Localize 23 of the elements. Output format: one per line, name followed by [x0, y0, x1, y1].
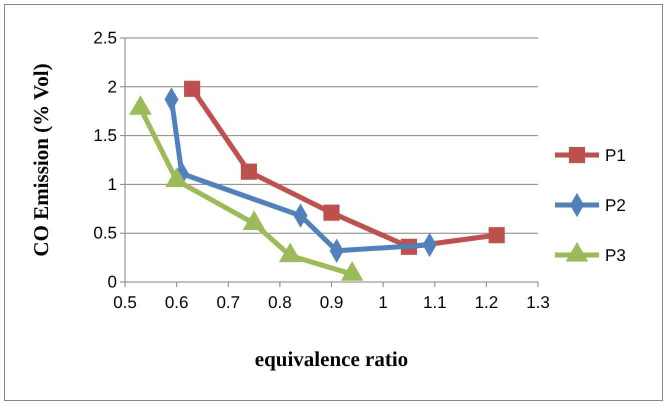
y-tick-label: 2 [108, 77, 117, 96]
legend-label: P1 [605, 146, 626, 165]
point [240, 164, 257, 180]
x-tick-label: 1.2 [474, 292, 498, 312]
legend-label: P3 [605, 246, 626, 265]
y-tick-label: 0 [108, 272, 117, 292]
x-tick-label: 0.8 [268, 292, 292, 312]
point [488, 227, 505, 244]
x-axis-title: equivalence ratio [254, 347, 408, 371]
y-axis-title: CO Emission (% Vol) [29, 63, 53, 257]
legend-label: P2 [605, 196, 626, 215]
y-tick-label: 2.5 [93, 28, 117, 48]
x-tick-label: 1 [378, 292, 388, 312]
x-tick-label: 0.7 [216, 292, 240, 312]
x-tick-label: 1.1 [422, 292, 447, 312]
point [184, 80, 200, 97]
y-tick-label: 1.5 [93, 126, 117, 146]
x-tick-label: 1.3 [526, 292, 550, 312]
y-tick-label: 0.5 [93, 224, 117, 243]
y-tick-label: 1 [108, 174, 117, 194]
x-tick-label: 0.6 [164, 292, 188, 312]
point [323, 204, 340, 221]
x-tick-label: 0.9 [320, 292, 344, 312]
